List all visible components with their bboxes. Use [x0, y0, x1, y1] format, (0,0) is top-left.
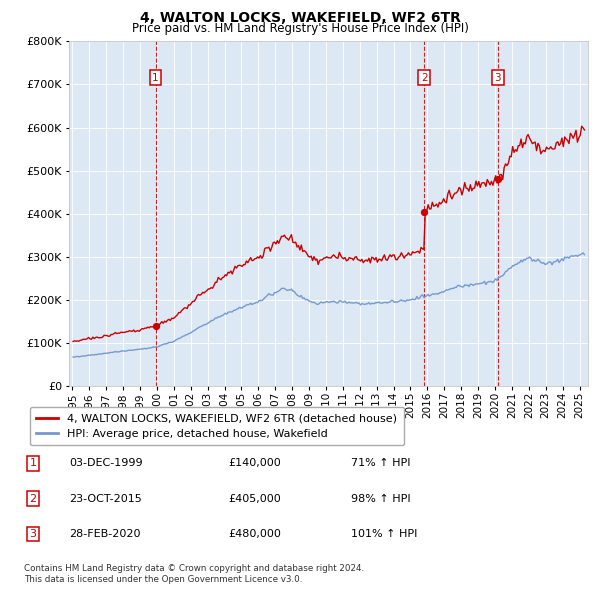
Text: £140,000: £140,000: [228, 458, 281, 468]
Text: 98% ↑ HPI: 98% ↑ HPI: [351, 494, 410, 503]
Text: 2: 2: [29, 494, 37, 503]
Text: This data is licensed under the Open Government Licence v3.0.: This data is licensed under the Open Gov…: [24, 575, 302, 584]
Legend: 4, WALTON LOCKS, WAKEFIELD, WF2 6TR (detached house), HPI: Average price, detach: 4, WALTON LOCKS, WAKEFIELD, WF2 6TR (det…: [29, 407, 404, 445]
Text: Price paid vs. HM Land Registry's House Price Index (HPI): Price paid vs. HM Land Registry's House …: [131, 22, 469, 35]
Text: £480,000: £480,000: [228, 529, 281, 539]
Text: Contains HM Land Registry data © Crown copyright and database right 2024.: Contains HM Land Registry data © Crown c…: [24, 565, 364, 573]
Text: 4, WALTON LOCKS, WAKEFIELD, WF2 6TR: 4, WALTON LOCKS, WAKEFIELD, WF2 6TR: [140, 11, 460, 25]
Text: 28-FEB-2020: 28-FEB-2020: [69, 529, 140, 539]
Text: 3: 3: [29, 529, 37, 539]
Point: [419, 207, 429, 217]
Point: [493, 175, 503, 184]
Text: 3: 3: [494, 73, 501, 83]
Text: £405,000: £405,000: [228, 494, 281, 503]
Text: 03-DEC-1999: 03-DEC-1999: [69, 458, 143, 468]
Point: [151, 322, 160, 331]
Text: 71% ↑ HPI: 71% ↑ HPI: [351, 458, 410, 468]
Text: 23-OCT-2015: 23-OCT-2015: [69, 494, 142, 503]
Text: 1: 1: [29, 458, 37, 468]
Text: 2: 2: [421, 73, 427, 83]
Text: 101% ↑ HPI: 101% ↑ HPI: [351, 529, 418, 539]
Text: 1: 1: [152, 73, 159, 83]
